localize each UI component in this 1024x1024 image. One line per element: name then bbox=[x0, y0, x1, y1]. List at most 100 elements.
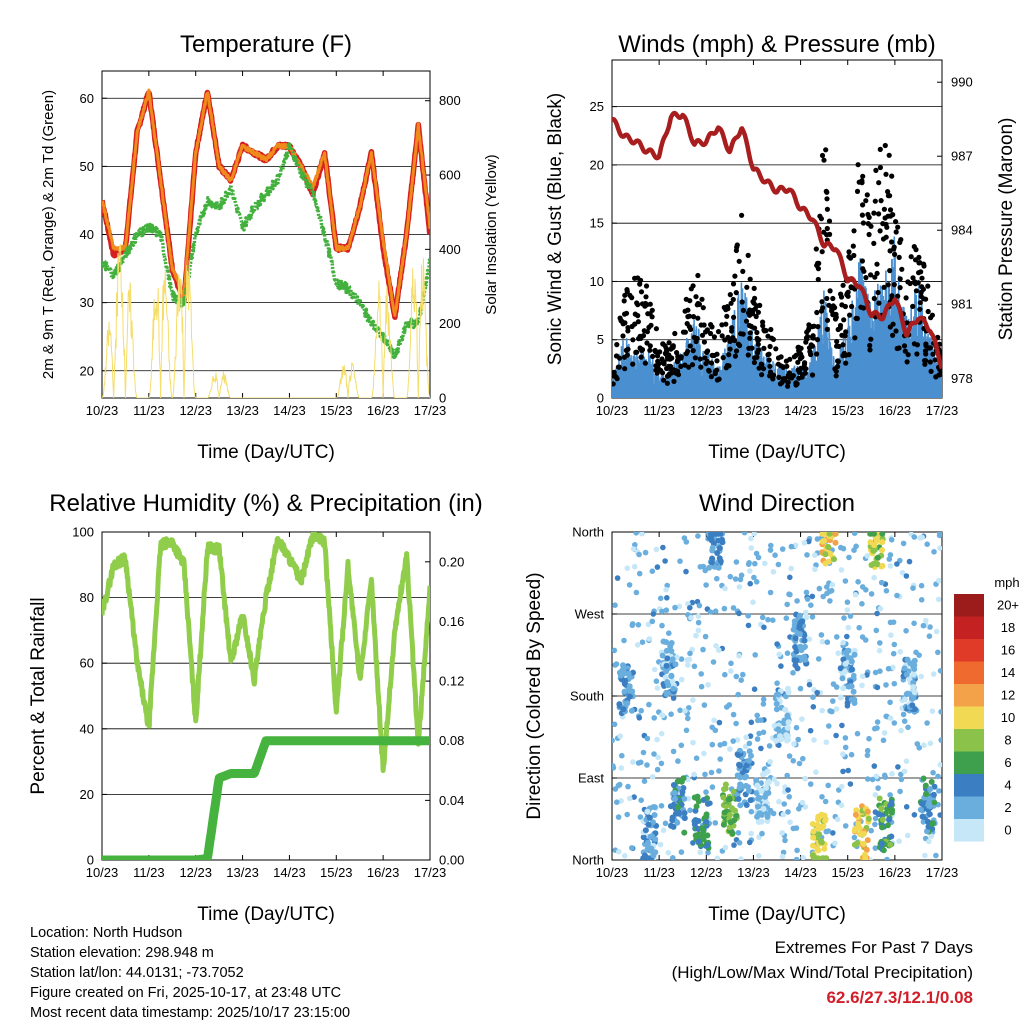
direction-point bbox=[884, 856, 890, 860]
panel-0: 10/23 11/23 12/23 13/23 14/23 15/23 16/23 17/23… bbox=[40, 31, 500, 463]
direction-point bbox=[715, 532, 722, 537]
direction-point bbox=[925, 799, 932, 806]
colorbar-swatch bbox=[954, 639, 984, 662]
direction-point bbox=[690, 840, 696, 846]
gust-point bbox=[851, 228, 857, 234]
direction-point bbox=[833, 684, 840, 690]
direction-point bbox=[851, 827, 858, 834]
gust-point bbox=[847, 255, 854, 261]
direction-point bbox=[826, 532, 833, 537]
gust-point bbox=[805, 334, 811, 340]
gust-point bbox=[877, 164, 884, 171]
direction-point bbox=[843, 648, 850, 655]
direction-point bbox=[916, 652, 922, 658]
gust-point bbox=[652, 347, 658, 354]
gust-point bbox=[910, 303, 916, 309]
gust-point bbox=[880, 221, 886, 227]
direction-point bbox=[890, 664, 896, 671]
direction-point bbox=[774, 641, 780, 647]
direction-point bbox=[670, 695, 677, 701]
direction-point bbox=[920, 622, 927, 629]
direction-point bbox=[824, 584, 830, 590]
direction-point bbox=[794, 847, 800, 854]
direction-point bbox=[844, 599, 851, 605]
direction-point bbox=[703, 789, 709, 795]
gust-point bbox=[832, 366, 838, 372]
gust-point bbox=[612, 373, 616, 379]
gust-point bbox=[836, 343, 842, 349]
gust-point bbox=[918, 269, 924, 275]
direction-point bbox=[935, 773, 941, 780]
y2-tick-label: 0.08 bbox=[439, 733, 464, 748]
y-axis-label: 2m & 9m T (Red, Orange) & 2m Td (Green) bbox=[40, 90, 57, 379]
direction-point bbox=[649, 568, 656, 574]
direction-point bbox=[895, 764, 901, 770]
direction-point bbox=[937, 545, 942, 551]
y2-tick-label: 0.16 bbox=[439, 614, 464, 629]
direction-point bbox=[872, 725, 878, 732]
gust-point bbox=[865, 211, 871, 218]
direction-point bbox=[754, 782, 761, 789]
direction-point bbox=[839, 722, 845, 729]
gust-point bbox=[876, 180, 882, 186]
direction-point bbox=[734, 737, 741, 743]
gust-point bbox=[767, 373, 773, 379]
direction-point bbox=[626, 795, 633, 802]
gust-point bbox=[699, 332, 706, 338]
direction-point bbox=[681, 829, 688, 836]
gust-point bbox=[863, 198, 869, 204]
x-tick-label: 16/23 bbox=[367, 403, 400, 418]
direction-point bbox=[864, 808, 871, 815]
direction-point bbox=[722, 785, 729, 792]
gust-point bbox=[814, 337, 821, 343]
direction-point bbox=[716, 768, 722, 774]
colorbar-label: 8 bbox=[1004, 733, 1011, 748]
direction-point bbox=[914, 741, 921, 747]
gust-point bbox=[732, 337, 738, 344]
direction-point bbox=[760, 701, 767, 707]
panel-1: 10/23 11/23 12/23 13/23 14/23 15/23 16/23 17/23… bbox=[545, 31, 1017, 463]
direction-point bbox=[670, 782, 677, 788]
direction-point bbox=[731, 842, 737, 848]
direction-point bbox=[638, 707, 644, 714]
series-station-pressure bbox=[612, 110, 942, 370]
gust-point bbox=[889, 173, 895, 179]
gust-point bbox=[796, 349, 803, 355]
direction-point bbox=[735, 796, 742, 802]
gust-point bbox=[899, 266, 905, 272]
gust-point bbox=[919, 275, 925, 281]
direction-point bbox=[792, 542, 799, 549]
x-tick-label: 10/23 bbox=[86, 865, 119, 880]
gust-point bbox=[874, 270, 880, 276]
gust-point bbox=[674, 350, 680, 356]
y-tick-label: 50 bbox=[80, 159, 94, 174]
gust-point bbox=[740, 307, 747, 313]
direction-point bbox=[930, 791, 937, 798]
gust-point bbox=[815, 276, 821, 283]
gust-point bbox=[876, 211, 882, 217]
direction-point bbox=[685, 662, 691, 668]
gust-point bbox=[756, 347, 762, 353]
gust-point bbox=[865, 221, 871, 227]
direction-point bbox=[869, 776, 876, 783]
direction-point bbox=[911, 812, 918, 818]
direction-point bbox=[842, 735, 849, 741]
gust-point bbox=[639, 347, 646, 353]
direction-point bbox=[748, 719, 755, 726]
direction-point bbox=[672, 604, 678, 611]
y-axis-label: Sonic Wind & Gust (Blue, Black) bbox=[545, 93, 566, 365]
gust-point bbox=[885, 189, 891, 195]
gust-point bbox=[824, 225, 830, 232]
direction-point bbox=[870, 547, 877, 554]
gust-point bbox=[916, 260, 922, 266]
extremes-box: Extremes For Past 7 Days (High/Low/Max W… bbox=[672, 935, 973, 1010]
gust-point bbox=[846, 352, 852, 358]
gust-point bbox=[647, 343, 653, 349]
gust-point bbox=[627, 292, 633, 298]
direction-point bbox=[887, 699, 893, 706]
direction-point bbox=[662, 674, 669, 681]
direction-point bbox=[701, 750, 707, 757]
direction-point bbox=[936, 788, 942, 794]
direction-point bbox=[687, 650, 693, 657]
direction-point bbox=[681, 810, 688, 816]
